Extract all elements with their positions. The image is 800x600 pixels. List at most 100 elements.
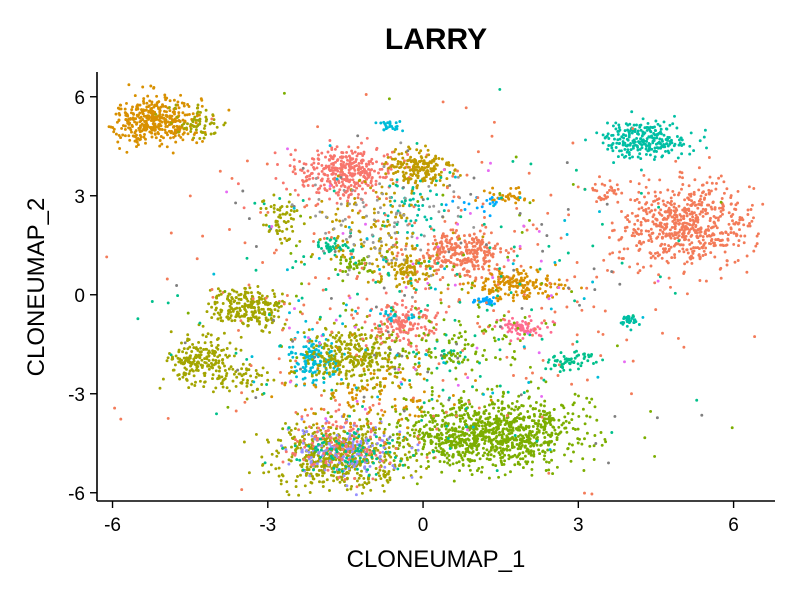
scatter-point [363, 481, 367, 485]
scatter-point [277, 451, 280, 455]
scatter-point [158, 139, 162, 142]
scatter-point [595, 418, 599, 422]
scatter-point [367, 368, 370, 372]
scatter-point [422, 445, 426, 449]
scatter-point [335, 201, 339, 205]
scatter-point [495, 263, 499, 267]
scatter-point [611, 149, 615, 153]
scatter-point [163, 120, 167, 124]
scatter-point [345, 484, 349, 488]
scatter-point [694, 219, 698, 223]
scatter-point [434, 414, 438, 417]
scatter-point [426, 459, 430, 463]
scatter-point [185, 367, 188, 371]
scatter-point [177, 106, 181, 110]
scatter-point [276, 438, 280, 442]
scatter-point [432, 157, 436, 161]
scatter-point [195, 106, 199, 110]
scatter-point [221, 361, 225, 365]
scatter-point [427, 153, 431, 157]
scatter-point [337, 441, 341, 445]
scatter-point [115, 120, 119, 124]
scatter-point [677, 143, 681, 147]
scatter-point [358, 456, 362, 460]
scatter-point [649, 237, 653, 241]
scatter-point [338, 336, 342, 340]
scatter-point [281, 446, 285, 450]
scatter-point [422, 256, 426, 260]
scatter-point [139, 124, 142, 128]
scatter-point [533, 441, 537, 445]
scatter-point [341, 365, 345, 369]
scatter-point [145, 123, 148, 127]
scatter-point [702, 135, 706, 139]
scatter-point [181, 375, 185, 379]
scatter-point [622, 133, 625, 137]
scatter-point [630, 211, 634, 215]
scatter-point [468, 450, 471, 454]
scatter-point [166, 356, 170, 360]
scatter-point [724, 231, 728, 235]
scatter-point [491, 463, 495, 467]
scatter-point [518, 428, 522, 432]
scatter-point [342, 161, 346, 164]
scatter-point [392, 459, 396, 463]
scatter-point [366, 439, 370, 442]
scatter-point [365, 365, 369, 368]
scatter-point [304, 319, 308, 323]
scatter-point [632, 123, 636, 127]
scatter-point [622, 247, 626, 251]
scatter-point [483, 421, 487, 425]
scatter-point [352, 180, 356, 184]
scatter-point [293, 444, 297, 448]
scatter-point [501, 455, 505, 459]
scatter-point [328, 365, 332, 369]
scatter-point [370, 176, 374, 179]
scatter-point [557, 425, 561, 429]
scatter-point [441, 247, 445, 251]
scatter-point [538, 287, 542, 291]
scatter-point [731, 219, 734, 223]
scatter-point [142, 135, 146, 139]
scatter-point [474, 426, 478, 430]
scatter-point [486, 277, 490, 281]
scatter-point [678, 141, 682, 145]
scatter-point [465, 260, 469, 264]
scatter-point [312, 167, 316, 171]
scatter-point [114, 132, 118, 136]
scatter-point [298, 160, 302, 163]
scatter-point [408, 433, 412, 437]
scatter-point [457, 441, 461, 445]
scatter-point [389, 455, 393, 459]
scatter-point [312, 423, 315, 427]
scatter-point [665, 142, 669, 146]
scatter-point [563, 453, 566, 457]
scatter-point [356, 360, 360, 364]
scatter-point [353, 335, 357, 339]
scatter-point [512, 418, 516, 422]
scatter-point [727, 222, 731, 226]
scatter-point [395, 440, 399, 444]
scatter-point [461, 282, 465, 286]
scatter-point [293, 188, 297, 192]
scatter-point [177, 133, 181, 137]
scatter-point [673, 142, 677, 146]
scatter-point [343, 164, 347, 168]
scatter-point [363, 358, 367, 362]
scatter-point [472, 422, 476, 426]
scatter-point [620, 257, 624, 261]
scatter-point [677, 249, 681, 253]
scatter-point [362, 485, 366, 489]
scatter-point [449, 440, 453, 443]
scatter-point [219, 316, 223, 320]
scatter-point [328, 197, 332, 201]
scatter-point [662, 120, 666, 124]
scatter-point [304, 443, 308, 447]
scatter-point [659, 132, 663, 136]
scatter-point [529, 404, 532, 408]
scatter-point [274, 176, 278, 180]
scatter-point [480, 421, 483, 425]
scatter-point [165, 145, 169, 149]
scatter-point [659, 127, 663, 131]
scatter-point [438, 460, 442, 463]
